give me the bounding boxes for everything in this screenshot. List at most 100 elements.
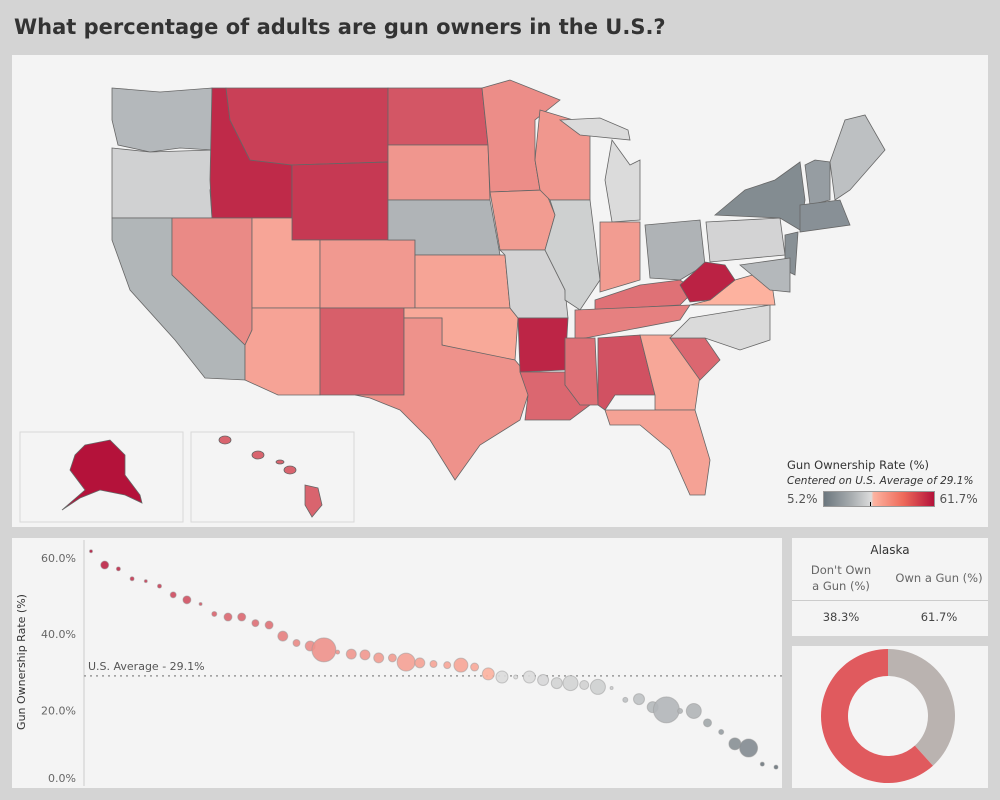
state-co[interactable] [319,239,416,309]
bubble-point[interactable] [89,549,93,554]
col-header-own: Own a Gun (%) [890,557,988,601]
state-ma[interactable] [799,199,851,233]
dashboard-title: What percentage of adults are gun owners… [14,15,666,39]
state-in[interactable] [599,221,641,293]
bubble-point[interactable] [513,674,519,680]
donut-slice-own[interactable] [821,649,933,783]
bubble-point[interactable] [345,648,357,660]
state-hi-island[interactable] [275,459,285,465]
bubble-point[interactable] [652,696,680,724]
bubble-point[interactable] [211,610,218,617]
bubble-point[interactable] [396,652,416,672]
bubble-point[interactable] [169,591,177,599]
bubble-point[interactable] [359,649,371,661]
state-or[interactable] [111,147,219,219]
bubble-point[interactable] [100,560,110,570]
state-oh[interactable] [644,219,706,281]
state-wa[interactable] [111,87,213,153]
bubble-point[interactable] [589,678,606,695]
state-ar[interactable] [517,317,569,373]
bubble-point[interactable] [703,718,712,728]
bubble-point[interactable] [237,612,247,622]
ownership-bubble-chart[interactable]: 0.0% 20.0% 40.0% 60.0% Gun Ownership Rate (%… [12,538,782,788]
state-ak[interactable] [61,439,143,511]
average-label: U.S. Average - 29.1% [88,660,205,673]
bubble-point[interactable] [311,637,337,663]
state-ny[interactable] [713,161,806,231]
us-choropleth-map[interactable] [12,55,988,527]
donut-panel [792,646,988,788]
state-ms[interactable] [564,337,599,406]
bubble-point[interactable] [537,674,550,687]
bubble-point[interactable] [414,657,426,669]
bubble-point[interactable] [453,657,469,673]
bubble-point[interactable] [277,630,289,642]
state-ks[interactable] [414,254,511,309]
bubble-point[interactable] [718,728,725,735]
bubble-point[interactable] [470,662,480,672]
bubble-point[interactable] [387,653,397,663]
donut-slice-dont-own[interactable] [888,649,955,766]
bubble-point[interactable] [373,652,385,664]
bubble-point[interactable] [495,670,509,684]
state-wy[interactable] [291,161,389,241]
bubble-point[interactable] [522,670,536,684]
map-panel: Gun Ownership Rate (%) Centered on U.S. … [12,55,988,527]
hawaii-inset [190,431,355,523]
bubble-point[interactable] [685,702,702,719]
state-tx[interactable] [354,317,529,481]
state-mi[interactable] [558,117,631,141]
state-md[interactable] [739,257,791,293]
bubble-point[interactable] [579,680,590,691]
bubble-point[interactable] [335,649,341,655]
state-nh[interactable] [804,159,831,206]
y-tick-label: 40.0% [41,628,76,641]
bubble-point[interactable] [292,638,301,647]
bubble-point[interactable] [182,595,192,605]
state-mt[interactable] [225,87,389,166]
bubble-point[interactable] [550,677,563,690]
bubble-point[interactable] [223,612,233,622]
state-hi-island[interactable] [218,435,232,445]
bubble-point[interactable] [443,661,452,670]
bubble-point[interactable] [251,619,260,628]
state-hi-island[interactable] [283,465,297,475]
state-az[interactable] [244,307,321,396]
legend-subtitle: Centered on U.S. Average of 29.1% [787,475,974,487]
state-nd[interactable] [387,87,489,146]
state-sd[interactable] [387,144,491,201]
state-ia[interactable] [489,189,556,251]
state-detail-panel: Alaska Don't Own a Gun (%) Own a Gun (%)… [792,538,988,636]
state-hi[interactable] [304,484,323,518]
state-hi-island[interactable] [251,450,265,460]
bubble-point[interactable] [562,675,579,692]
bubble-point[interactable] [429,659,438,668]
legend-max: 61.7% [939,492,978,506]
bubble-point[interactable] [198,602,203,607]
bubble-point[interactable] [609,686,614,691]
state-mi[interactable] [604,138,641,223]
dont-own-value: 38.3% [822,610,860,624]
bubble-point[interactable] [633,693,645,706]
bubble-point[interactable] [759,761,765,767]
bubble-point[interactable] [264,620,274,630]
alaska-inset [19,431,184,523]
bubble-point[interactable] [773,764,779,770]
state-il[interactable] [544,199,601,311]
bubble-point[interactable] [115,566,121,572]
state-me[interactable] [829,114,886,201]
bubble-point[interactable] [157,583,162,589]
bubble-point[interactable] [129,576,135,582]
bubble-point[interactable] [622,696,629,703]
state-wv[interactable] [679,261,736,303]
bubble-point[interactable] [143,579,148,584]
state-pa[interactable] [705,217,786,263]
own-value: 61.7% [920,610,958,624]
ownership-donut-chart[interactable] [792,646,988,788]
bubble-point[interactable] [481,667,495,681]
state-tn[interactable] [574,304,691,341]
bubble-point[interactable] [739,738,759,758]
bubble-point[interactable] [677,707,684,714]
state-nm[interactable] [319,307,405,396]
state-fl[interactable] [604,409,711,496]
